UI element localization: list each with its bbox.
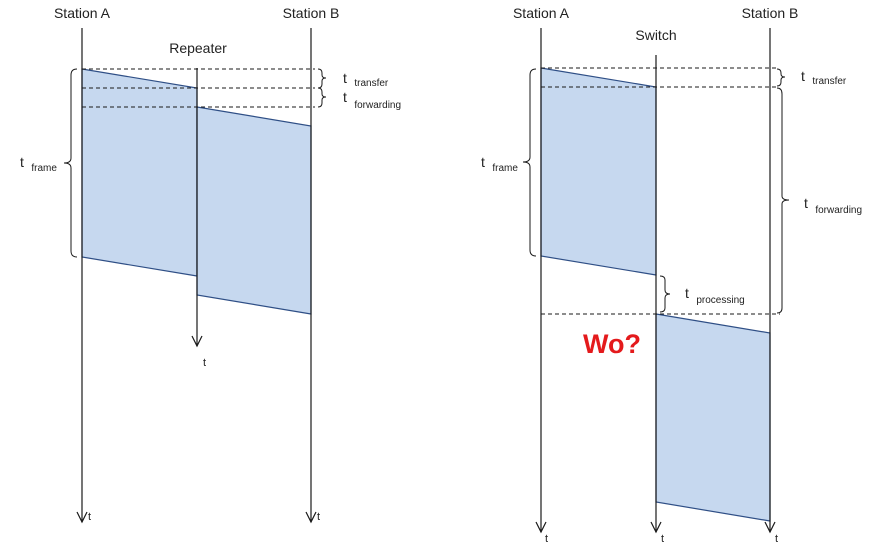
where-question-label: Wo? bbox=[583, 329, 641, 359]
right-t-transfer-label: t transfer bbox=[801, 68, 847, 87]
left-station-a-label: Station A bbox=[54, 5, 111, 21]
left-frame-sent bbox=[81, 68, 198, 277]
right-axis-b-t: t bbox=[775, 533, 778, 545]
right-switch-label: Switch bbox=[635, 27, 676, 43]
left-brace-transfer bbox=[317, 68, 327, 89]
left-brace-frame bbox=[63, 68, 78, 258]
switch-diagram: Station A Station B Switch t t t t trans… bbox=[481, 5, 862, 545]
left-repeater-arrow bbox=[191, 335, 203, 348]
right-t-forwarding-label: t forwarding bbox=[804, 195, 862, 216]
right-switch-arrow bbox=[650, 521, 662, 534]
left-brace-forwarding bbox=[317, 87, 327, 108]
repeater-diagram: Station A Station B Repeater t t t t tra… bbox=[20, 5, 401, 524]
right-station-b-label: Station B bbox=[742, 5, 799, 21]
right-station-a-arrow bbox=[535, 521, 547, 534]
right-t-frame-label: t frame bbox=[481, 154, 518, 174]
right-t-processing-label: t processing bbox=[685, 285, 745, 306]
right-brace-processing bbox=[659, 275, 671, 313]
right-station-a-label: Station A bbox=[513, 5, 570, 21]
left-t-frame-label: t frame bbox=[20, 154, 57, 174]
right-frame-sent bbox=[540, 67, 657, 276]
right-axis-a-t: t bbox=[545, 533, 548, 545]
right-brace-forwarding bbox=[776, 87, 790, 314]
right-brace-frame bbox=[522, 68, 537, 257]
left-axis-repeater-t: t bbox=[203, 357, 206, 369]
left-repeater-label: Repeater bbox=[169, 40, 227, 56]
left-station-b-label: Station B bbox=[283, 5, 340, 21]
right-axis-switch-t: t bbox=[661, 533, 664, 545]
left-station-a-arrow bbox=[76, 511, 88, 524]
right-frame-forwarded bbox=[655, 313, 771, 522]
right-brace-transfer bbox=[776, 68, 786, 87]
left-axis-a-t: t bbox=[88, 511, 91, 523]
left-t-transfer-label: t transfer bbox=[343, 70, 389, 89]
left-station-b-arrow bbox=[305, 511, 317, 524]
left-t-forwarding-label: t forwarding bbox=[343, 89, 401, 111]
left-axis-b-t: t bbox=[317, 511, 320, 523]
left-frame-forwarded bbox=[196, 106, 312, 315]
right-station-b-arrow bbox=[764, 521, 776, 534]
